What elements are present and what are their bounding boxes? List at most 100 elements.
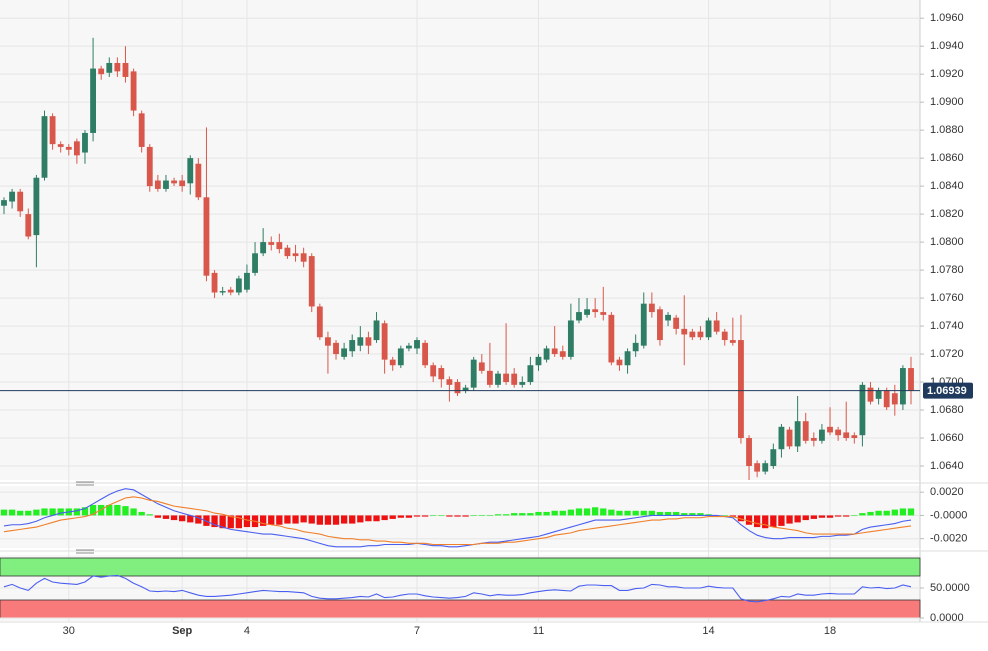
histogram-bar bbox=[438, 515, 445, 517]
indicator-line bbox=[3, 574, 912, 603]
candle-body bbox=[341, 348, 348, 357]
main-panel bbox=[0, 0, 920, 480]
candle-body bbox=[171, 180, 177, 184]
y-tick-label: 1.0780 bbox=[930, 264, 964, 276]
y-tick-label: 1.0860 bbox=[930, 152, 964, 164]
y-tick-label: 1.0800 bbox=[930, 236, 964, 248]
candle-body bbox=[122, 62, 129, 77]
candle-body bbox=[98, 68, 105, 75]
histogram-bar bbox=[859, 513, 866, 516]
histogram-bar bbox=[583, 508, 591, 516]
candle-body bbox=[252, 253, 258, 273]
candle-body bbox=[462, 387, 469, 391]
y-tick-label: 1.0840 bbox=[930, 180, 964, 192]
candle-body bbox=[33, 177, 40, 236]
candle-body bbox=[90, 68, 96, 133]
histogram-bar bbox=[41, 508, 48, 516]
candle-body bbox=[373, 320, 380, 341]
candle-body bbox=[543, 348, 550, 360]
candle-body bbox=[227, 289, 234, 293]
candle-body bbox=[308, 256, 315, 307]
histogram-bar bbox=[462, 515, 469, 517]
histogram-bar bbox=[592, 507, 599, 516]
resize-handle[interactable] bbox=[76, 549, 94, 554]
y-tick-label: 1.0640 bbox=[930, 460, 964, 472]
candle-body bbox=[397, 348, 404, 366]
candle-body bbox=[819, 429, 825, 441]
zone bbox=[0, 557, 921, 577]
histogram-bar bbox=[308, 515, 315, 524]
histogram-bar bbox=[154, 515, 162, 518]
candle-body bbox=[211, 272, 218, 293]
candle-body bbox=[875, 390, 882, 399]
candle-body bbox=[292, 253, 299, 257]
histogram-bar bbox=[600, 508, 607, 516]
histogram-bar bbox=[33, 509, 40, 516]
histogram-bar bbox=[519, 513, 526, 516]
candle-body bbox=[405, 345, 412, 349]
candle-body bbox=[681, 328, 688, 335]
histogram-bar bbox=[373, 515, 380, 522]
histogram-bar bbox=[810, 515, 817, 519]
resize-handle[interactable] bbox=[76, 481, 94, 486]
candle-body bbox=[713, 320, 720, 332]
histogram-bar bbox=[640, 510, 647, 516]
candle-body bbox=[738, 340, 744, 439]
candle-body bbox=[551, 348, 558, 355]
histogram-bar bbox=[397, 515, 404, 518]
indicator-line bbox=[3, 488, 912, 548]
histogram-bar bbox=[794, 515, 801, 523]
candle-body bbox=[381, 323, 388, 360]
x-tick-label: 14 bbox=[702, 625, 714, 637]
candle-body bbox=[527, 365, 534, 383]
histogram-bar bbox=[681, 513, 688, 516]
candle-body bbox=[438, 368, 445, 380]
histogram-bar bbox=[259, 515, 267, 526]
candle-body bbox=[163, 180, 169, 189]
histogram-bar bbox=[656, 511, 664, 516]
candle-body bbox=[154, 180, 161, 189]
x-tick-label: 18 bbox=[824, 625, 836, 637]
histogram-bar bbox=[883, 510, 890, 516]
candle-body bbox=[138, 113, 145, 147]
histogram-bar bbox=[389, 515, 396, 519]
histogram-bar bbox=[511, 513, 518, 516]
candle-body bbox=[130, 71, 137, 111]
candle-body bbox=[843, 432, 850, 439]
candle-body bbox=[851, 435, 858, 439]
histogram-bar bbox=[648, 510, 656, 516]
histogram-bar bbox=[405, 515, 413, 518]
histogram-bar bbox=[826, 515, 834, 518]
histogram-bar bbox=[664, 511, 672, 516]
candle-body bbox=[106, 62, 113, 73]
candle-body bbox=[470, 359, 477, 388]
candle-body bbox=[179, 180, 186, 187]
histogram-bar bbox=[470, 515, 477, 517]
candle-body bbox=[65, 146, 72, 150]
histogram-bar bbox=[114, 504, 121, 516]
candle-body bbox=[746, 438, 752, 467]
histogram-bar bbox=[235, 515, 243, 529]
candle-body bbox=[600, 312, 607, 315]
x-tick-label: 11 bbox=[533, 625, 544, 637]
histogram-bar bbox=[608, 509, 615, 516]
candle-body bbox=[73, 141, 80, 156]
candle-body bbox=[802, 421, 809, 441]
candle-body bbox=[235, 278, 242, 293]
histogram-bar bbox=[179, 515, 186, 522]
candle-body bbox=[899, 368, 906, 405]
candle-body bbox=[244, 272, 250, 290]
candle-body bbox=[316, 306, 323, 338]
candle-body bbox=[535, 356, 542, 366]
current-price-label: 1.06939 bbox=[927, 385, 967, 397]
histogram-bar bbox=[778, 515, 785, 526]
histogram-bar bbox=[211, 515, 218, 528]
histogram-bar bbox=[745, 515, 753, 525]
histogram-bar bbox=[891, 509, 898, 516]
candle-body bbox=[187, 158, 194, 184]
candle-body bbox=[49, 116, 56, 145]
histogram-bar bbox=[818, 515, 826, 518]
candle-body bbox=[519, 382, 526, 385]
histogram-bar bbox=[365, 515, 372, 522]
histogram-bar bbox=[49, 508, 56, 516]
